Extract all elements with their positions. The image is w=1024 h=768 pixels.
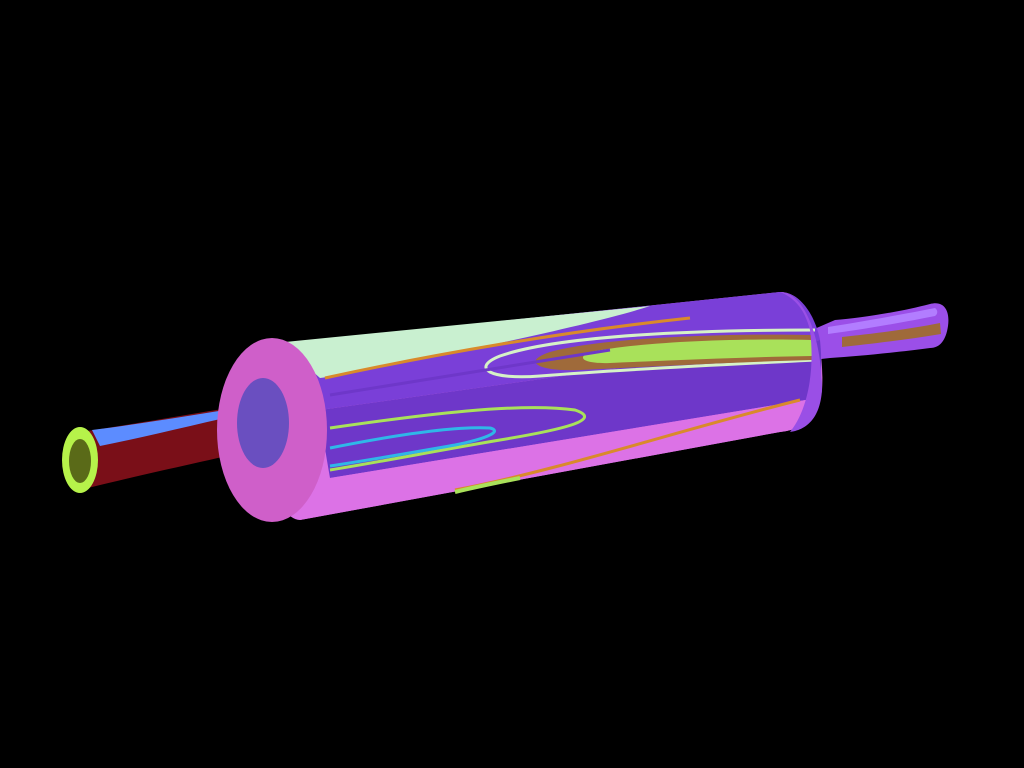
end-cap-inner: [237, 378, 289, 468]
left-handle-dark: [80, 404, 262, 488]
right-handle-highlight: [828, 308, 938, 334]
left-handle-blue-stripe: [92, 406, 252, 446]
barrel: [262, 292, 823, 520]
left-end-cap: [217, 338, 327, 522]
right-handle: [812, 303, 949, 360]
grain-line-orange-top: [324, 316, 691, 380]
barrel-right-edge: [780, 292, 822, 432]
grain-line-green-lower: [329, 406, 586, 472]
grain-line-green-bottom: [454, 476, 521, 494]
barrel-highlight: [285, 306, 650, 378]
grain-line-dark-top: [329, 348, 611, 397]
barrel-top-band: [270, 292, 820, 410]
right-handle-band: [842, 323, 941, 347]
left-handle-tip-core: [69, 439, 91, 483]
grain-fill-green: [582, 339, 812, 364]
grain-line-cyan: [329, 426, 497, 468]
